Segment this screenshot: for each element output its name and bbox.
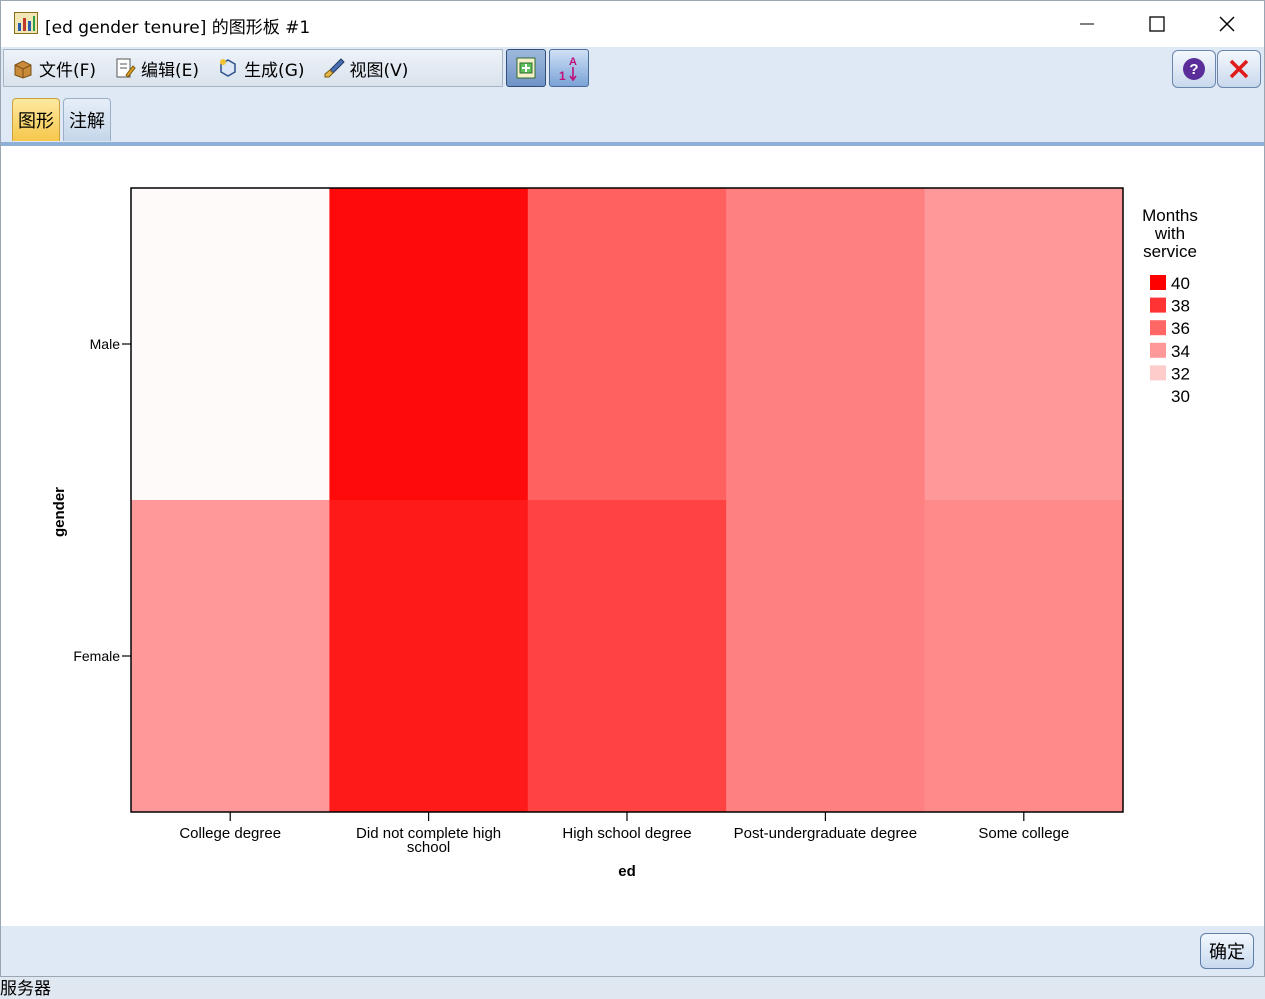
heatmap-cell xyxy=(527,500,727,813)
legend-swatch xyxy=(1150,342,1166,358)
menu-generate-label: 生成(G) xyxy=(244,60,305,81)
x-axis-title: ed xyxy=(618,863,636,880)
help-button[interactable]: ? xyxy=(1172,50,1216,88)
menu-generate[interactable]: 生成(G) xyxy=(217,56,305,81)
heatmap-cell xyxy=(924,500,1124,813)
heatmap-cell xyxy=(131,500,330,813)
y-axis-title: gender xyxy=(51,487,68,537)
svg-text:A: A xyxy=(569,56,577,68)
menu-bar: 文件(F) 编辑(E) 生成(G) xyxy=(3,49,503,87)
legend-swatch xyxy=(1150,297,1166,313)
tab-annotation[interactable]: 注解 xyxy=(63,98,111,141)
menu-view[interactable]: 视图(V) xyxy=(323,56,409,81)
x-tick-label: Did not complete high school xyxy=(356,825,501,856)
x-tick-label: Some college xyxy=(978,825,1069,842)
minimize-button[interactable] xyxy=(1052,1,1122,47)
legend-label: 40 xyxy=(1171,274,1190,293)
window-title: [ed gender tenure] 的图形板 #1 xyxy=(45,18,311,38)
tab-bar: 图形 注解 xyxy=(1,95,1264,146)
tab-graph[interactable]: 图形 xyxy=(12,98,60,141)
legend-label: 32 xyxy=(1171,364,1190,383)
heatmap-cell xyxy=(924,188,1124,501)
minimize-icon xyxy=(1080,23,1094,25)
close-red-icon xyxy=(1229,59,1249,79)
dialog-footer: 确定 xyxy=(1,926,1264,976)
chart-board-icon xyxy=(14,12,38,34)
legend-title: service xyxy=(1143,242,1197,261)
close-graph-button[interactable] xyxy=(1217,50,1261,88)
y-tick-label: Male xyxy=(90,336,121,352)
heatmap-cell xyxy=(131,188,330,501)
heatmap-cell xyxy=(329,188,529,501)
legend-title: with xyxy=(1154,224,1185,243)
legend-label: 36 xyxy=(1171,319,1190,338)
menu-view-label: 视图(V) xyxy=(349,60,409,81)
legend-swatch xyxy=(1150,275,1166,290)
x-tick-label: College degree xyxy=(179,825,281,842)
graph-board-window: [ed gender tenure] 的图形板 #1 文件(F) xyxy=(0,0,1265,977)
edit-document-icon xyxy=(116,58,136,78)
legend-swatch xyxy=(1150,320,1166,336)
legend-label: 34 xyxy=(1171,342,1190,361)
menu-edit[interactable]: 编辑(E) xyxy=(114,56,199,81)
menu-file-label: 文件(F) xyxy=(39,60,97,81)
file-box-icon xyxy=(14,60,32,79)
sort-numeric-button[interactable]: 1 A xyxy=(549,49,589,87)
x-tick-label: Post-undergraduate degree xyxy=(734,825,917,842)
generate-icon xyxy=(220,59,236,77)
heatmap-cell xyxy=(527,188,727,501)
chart-area: Male Female College degree Did not complete… xyxy=(1,146,1264,926)
ok-button[interactable]: 确定 xyxy=(1200,933,1254,969)
heatmap-cell xyxy=(329,500,529,813)
maximize-button[interactable] xyxy=(1122,1,1192,47)
menu-file[interactable]: 文件(F) xyxy=(12,56,96,81)
edit-mode-button[interactable] xyxy=(506,49,546,87)
legend-swatch xyxy=(1150,365,1166,381)
view-brush-icon xyxy=(324,58,345,78)
close-icon xyxy=(1219,16,1235,32)
legend-label: 30 xyxy=(1171,387,1190,406)
svg-text:1: 1 xyxy=(559,69,566,83)
legend-title: Months xyxy=(1142,206,1198,225)
edit-mode-icon xyxy=(516,57,536,79)
close-button[interactable] xyxy=(1192,1,1262,47)
toolbar-area: 文件(F) 编辑(E) 生成(G) xyxy=(1,47,1264,95)
sort-numeric-icon: 1 A xyxy=(559,56,577,83)
maximize-icon xyxy=(1149,16,1165,32)
x-tick-label: High school degree xyxy=(562,825,691,842)
heatmap-cell xyxy=(726,188,926,501)
title-bar: [ed gender tenure] 的图形板 #1 xyxy=(1,1,1264,47)
y-tick-label: Female xyxy=(73,648,120,664)
help-icon: ? xyxy=(1183,58,1205,80)
menu-edit-label: 编辑(E) xyxy=(141,60,200,81)
legend-label: 38 xyxy=(1171,297,1190,316)
svg-text:?: ? xyxy=(1189,61,1198,78)
heatmap-cell xyxy=(726,500,926,813)
heatmap-chart: Male Female College degree Did not complete… xyxy=(51,187,1198,880)
